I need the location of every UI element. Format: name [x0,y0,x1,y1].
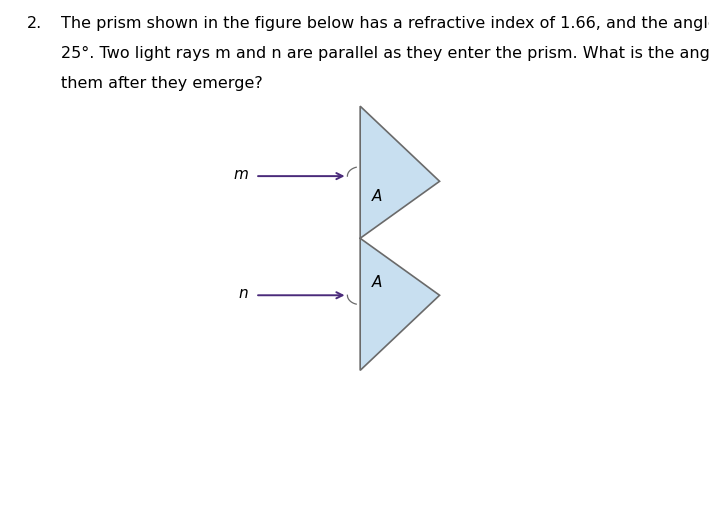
Text: The prism shown in the figure below has a refractive index of 1.66, and the angl: The prism shown in the figure below has … [61,16,709,31]
Polygon shape [360,106,440,370]
Text: A: A [372,275,383,290]
Text: them after they emerge?: them after they emerge? [61,76,263,91]
Text: n: n [238,286,248,301]
Text: m: m [233,167,248,182]
Text: 2.: 2. [27,16,43,31]
Text: A: A [372,190,383,204]
Text: 25°. Two light rays m and n are parallel as they enter the prism. What is the an: 25°. Two light rays m and n are parallel… [61,46,709,61]
